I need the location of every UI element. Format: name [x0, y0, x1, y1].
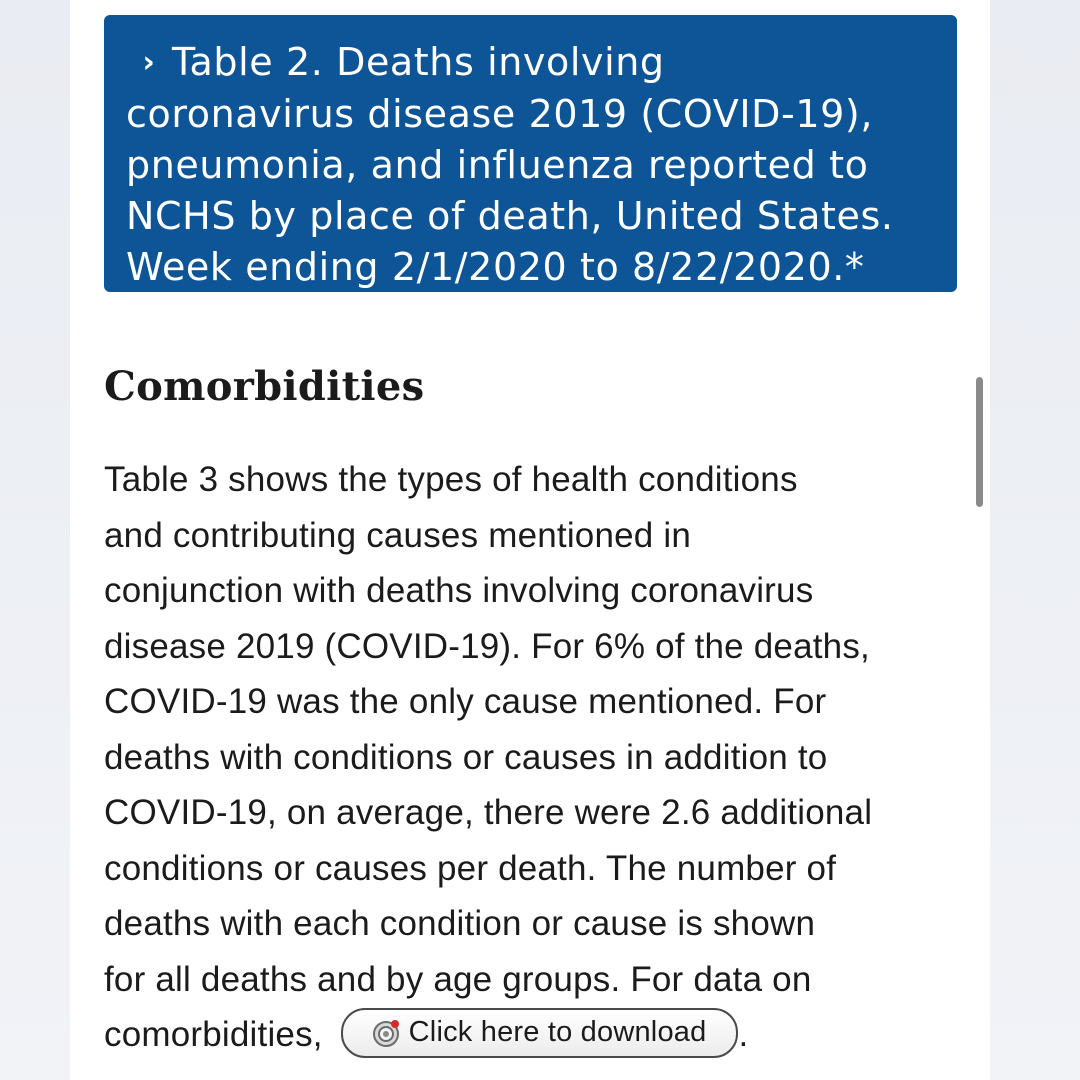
table-2-accordion-toggle[interactable]: › Table 2. Deaths involving coronavirus d… [104, 15, 957, 292]
scrollbar-thumb[interactable] [976, 377, 983, 507]
paragraph-line: conjunction with deaths involving corona… [104, 571, 814, 610]
accordion-title: › Table 2. Deaths involving coronavirus d… [126, 37, 935, 293]
paragraph-line: COVID-19, on average, there were 2.6 add… [104, 793, 873, 832]
download-icon [372, 1019, 399, 1047]
accordion-title-line-3: pneumonia, and influenza reported to [126, 143, 869, 187]
accordion-title-line-4: NCHS by place of death, United States. [126, 194, 894, 238]
chevron-right-icon: › [142, 45, 156, 80]
paragraph-line: for all deaths and by age groups. For da… [104, 959, 812, 999]
last-line-prefix: comorbidities, [104, 1015, 323, 1054]
right-margin [990, 0, 1080, 1080]
paragraph-line: disease 2019 (COVID-19). For 6% of the d… [104, 626, 870, 666]
accordion-title-line-1: Table 2. Deaths involving [172, 40, 665, 84]
section-paragraph: Table 3 shows the types of health condit… [104, 452, 964, 1063]
download-comorbidities-button[interactable]: Click here to download [340, 1007, 739, 1058]
paragraph-line: Table 3 shows the types of health condit… [104, 460, 798, 499]
section-heading: Comorbidities [104, 363, 425, 410]
download-button-label: Click here to download [408, 1016, 707, 1048]
accordion-title-line-2: coronavirus disease 2019 (COVID-19), [126, 92, 873, 136]
left-margin [0, 0, 70, 1080]
paragraph-line: deaths with each condition or cause is s… [104, 904, 816, 943]
paragraph-last-line: comorbidities, Click here to download . [104, 1007, 964, 1063]
paragraph-line: deaths with conditions or causes in addi… [104, 737, 828, 777]
last-line-suffix: . [738, 1015, 749, 1054]
paragraph-line: conditions or causes per death. The numb… [104, 848, 837, 888]
accordion-title-line-5: Week ending 2/1/2020 to 8/22/2020.* [126, 245, 865, 289]
paragraph-line: COVID-19 was the only cause mentioned. F… [104, 682, 827, 721]
paragraph-line: and contributing causes mentioned in [104, 515, 692, 555]
